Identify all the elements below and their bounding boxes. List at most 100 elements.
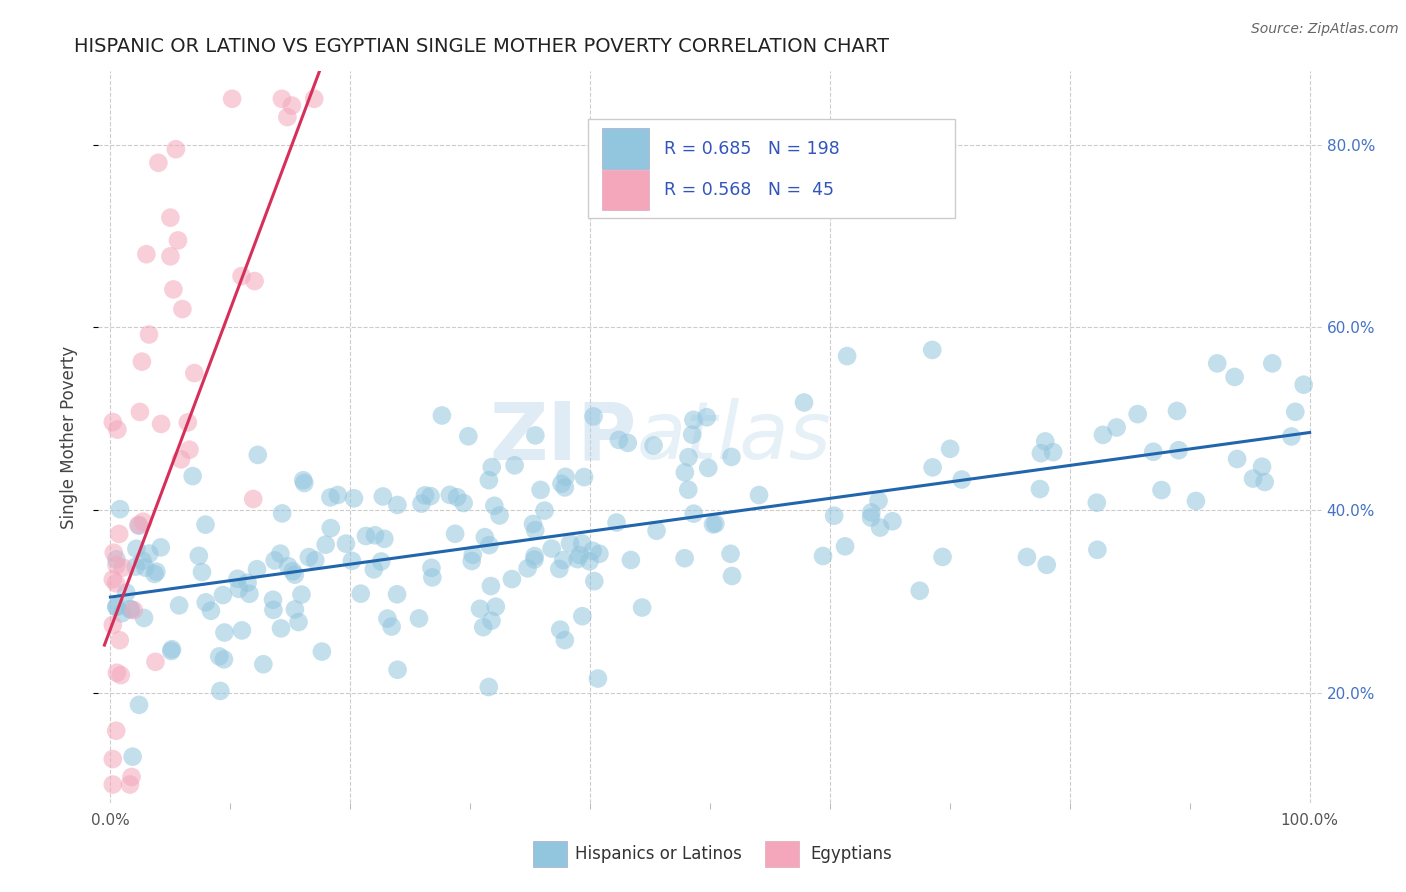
Point xyxy=(678,450,700,465)
Point xyxy=(105,599,128,614)
Point xyxy=(108,633,131,648)
Point xyxy=(921,343,943,357)
Point xyxy=(1085,496,1108,510)
Point xyxy=(1033,434,1056,449)
Point xyxy=(869,520,891,534)
Text: R = 0.685   N = 198: R = 0.685 N = 198 xyxy=(664,139,839,158)
Text: R = 0.568   N =  45: R = 0.568 N = 45 xyxy=(664,181,834,199)
Point xyxy=(181,469,204,483)
Point xyxy=(128,518,150,533)
Point xyxy=(529,483,551,497)
Point xyxy=(835,349,858,363)
Point xyxy=(183,366,205,380)
Point xyxy=(704,516,727,531)
Point xyxy=(335,536,357,550)
Point xyxy=(457,429,479,443)
Point xyxy=(620,553,643,567)
Point xyxy=(868,493,890,508)
Point xyxy=(135,247,157,261)
Point xyxy=(643,438,665,452)
Point xyxy=(101,573,124,587)
Point xyxy=(120,602,142,616)
Point xyxy=(319,491,342,505)
Point xyxy=(179,442,201,457)
Point xyxy=(105,723,128,738)
Point xyxy=(231,624,253,638)
Point xyxy=(523,552,546,566)
Point xyxy=(370,554,392,568)
Point xyxy=(908,583,931,598)
Point xyxy=(1166,404,1188,418)
Point xyxy=(108,527,131,541)
Point xyxy=(516,561,538,575)
Point xyxy=(588,547,610,561)
Point xyxy=(187,549,209,563)
FancyBboxPatch shape xyxy=(602,169,648,211)
Point xyxy=(315,538,337,552)
Point xyxy=(481,614,503,628)
Point xyxy=(149,541,172,555)
Point xyxy=(1091,427,1114,442)
Point xyxy=(617,435,640,450)
Point xyxy=(377,611,399,625)
Point xyxy=(269,547,291,561)
Point xyxy=(228,582,250,596)
Point xyxy=(548,562,571,576)
Point xyxy=(607,433,630,447)
Point xyxy=(554,633,576,648)
Point xyxy=(1167,443,1189,458)
Point xyxy=(554,480,576,494)
Point xyxy=(118,778,141,792)
Point xyxy=(121,749,143,764)
Point xyxy=(468,601,491,615)
Point xyxy=(485,599,508,614)
Point xyxy=(134,560,156,574)
Point xyxy=(101,618,124,632)
Point xyxy=(422,570,444,584)
Point xyxy=(381,619,404,633)
Text: atlas: atlas xyxy=(637,398,831,476)
Point xyxy=(150,417,173,431)
Point xyxy=(478,473,501,487)
Point xyxy=(252,657,274,672)
Point xyxy=(540,541,562,556)
Point xyxy=(811,549,834,563)
Point xyxy=(553,553,575,567)
Point xyxy=(921,460,943,475)
Point xyxy=(371,490,394,504)
Y-axis label: Single Mother Poverty: Single Mother Poverty xyxy=(59,345,77,529)
Point xyxy=(132,515,155,529)
Point xyxy=(281,564,304,578)
Point xyxy=(1223,370,1246,384)
Point xyxy=(270,92,292,106)
Point xyxy=(292,473,315,487)
Point xyxy=(162,282,184,296)
Point xyxy=(931,549,953,564)
Point xyxy=(319,521,342,535)
Point xyxy=(583,574,606,589)
Point xyxy=(720,547,742,561)
Point xyxy=(446,490,468,504)
Point xyxy=(160,644,183,658)
Point xyxy=(194,517,217,532)
Point xyxy=(270,621,292,635)
Point xyxy=(111,607,134,621)
Point xyxy=(939,442,962,456)
Point xyxy=(1126,407,1149,421)
Point xyxy=(127,517,149,532)
Point xyxy=(326,488,349,502)
Point xyxy=(302,92,325,106)
Point xyxy=(950,473,973,487)
Point xyxy=(159,249,181,263)
Point xyxy=(364,528,387,542)
Point xyxy=(170,452,193,467)
Point xyxy=(460,554,482,568)
Point xyxy=(104,576,127,591)
Point xyxy=(533,503,555,517)
Point xyxy=(605,516,627,530)
Point xyxy=(823,508,845,523)
Point xyxy=(444,526,467,541)
Point xyxy=(101,752,124,766)
Point xyxy=(262,603,284,617)
Point xyxy=(115,585,138,599)
